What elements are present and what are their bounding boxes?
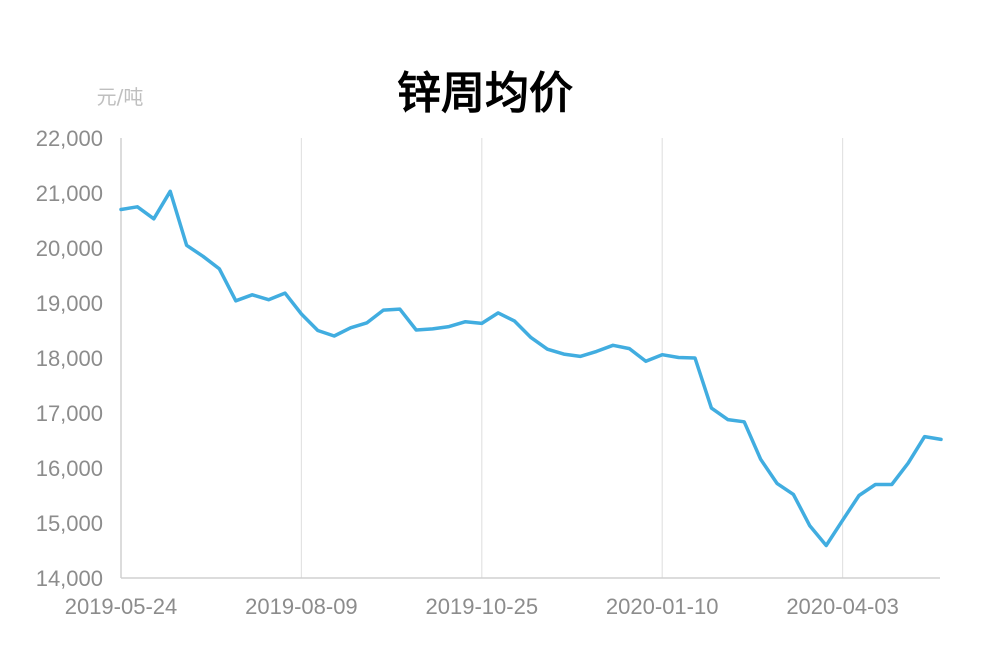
x-tick-label: 2020-01-10 <box>606 594 719 619</box>
y-tick-label: 21,000 <box>36 181 103 206</box>
series-line <box>119 189 943 548</box>
x-tick-label: 2019-08-09 <box>245 594 358 619</box>
x-axis-tick-labels: 2019-05-24 2019-08-09 2019-10-25 2020-01-10… <box>65 594 899 619</box>
y-tick-label: 14,000 <box>36 566 103 591</box>
x-tick-label: 2020-04-03 <box>786 594 899 619</box>
axes <box>120 138 940 579</box>
y-tick-label: 17,000 <box>36 401 103 426</box>
vertical-gridlines <box>300 138 844 578</box>
y-axis-tick-labels: 14,000 15,000 16,000 17,000 18,000 19,000 20,0… <box>36 126 103 591</box>
price-series <box>119 189 943 548</box>
y-axis-unit-label: 元/吨 <box>97 85 144 109</box>
y-tick-label: 22,000 <box>36 126 103 151</box>
y-tick-label: 19,000 <box>36 291 103 316</box>
chart-title: 锌周均价 <box>397 68 573 119</box>
y-tick-label: 20,000 <box>36 236 103 261</box>
y-tick-label: 16,000 <box>36 456 103 481</box>
x-tick-label: 2019-05-24 <box>65 594 178 619</box>
y-tick-label: 15,000 <box>36 511 103 536</box>
x-tick-label: 2019-10-25 <box>426 594 539 619</box>
y-tick-label: 18,000 <box>36 346 103 371</box>
